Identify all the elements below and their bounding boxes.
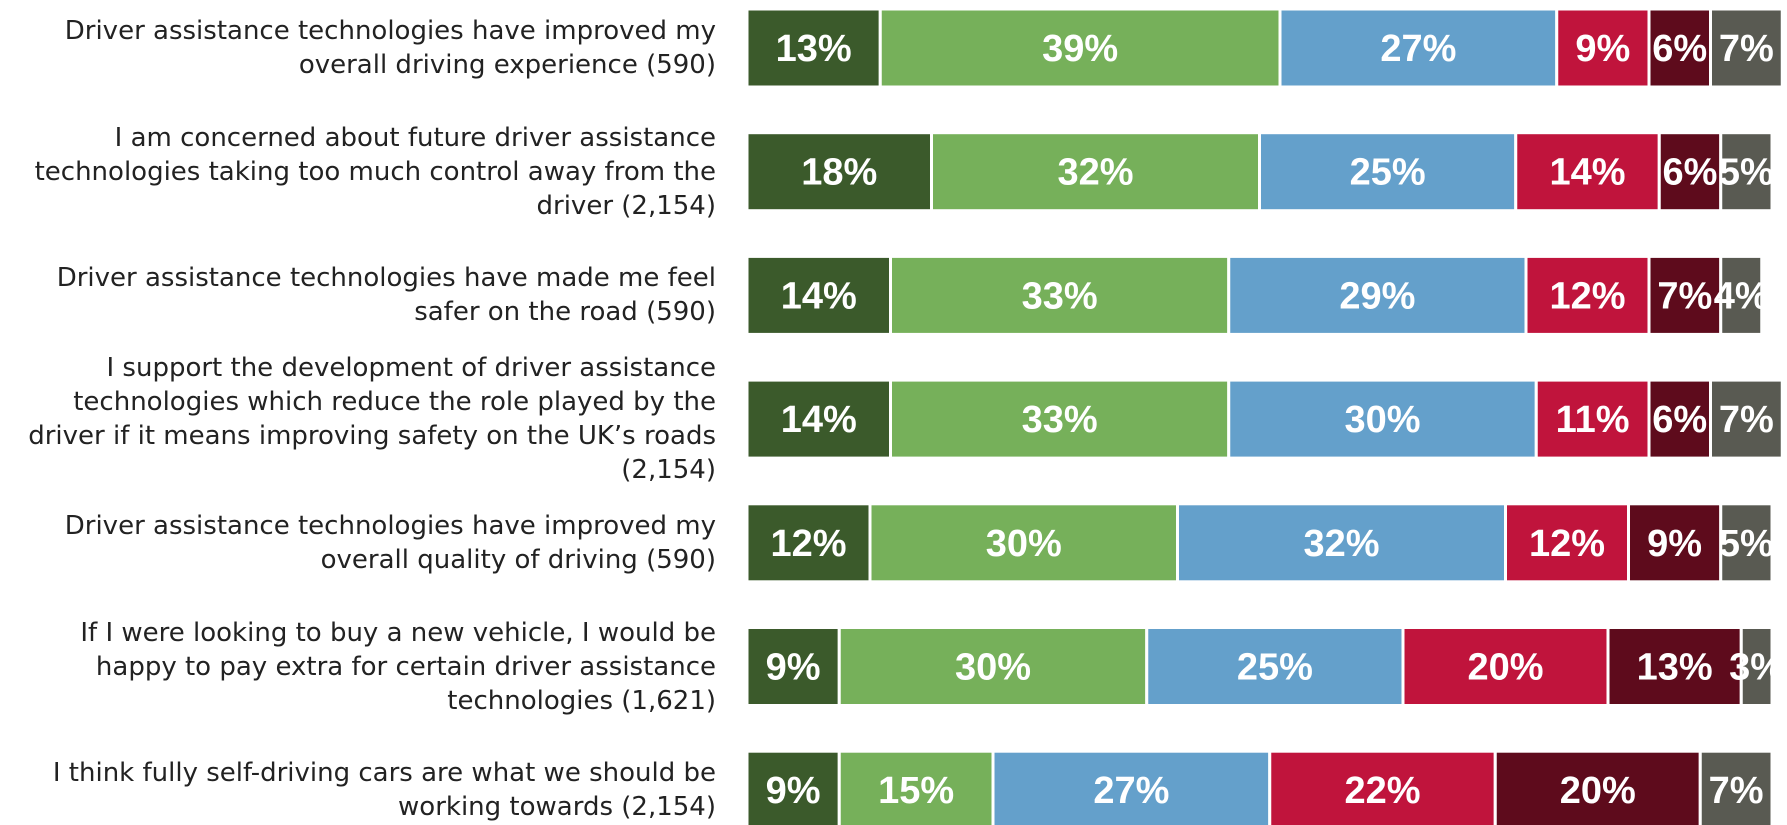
category-text: If I were looking to buy a new vehicle, … bbox=[80, 617, 716, 716]
bar-segment bbox=[1258, 131, 1518, 213]
bar-segment bbox=[930, 131, 1261, 213]
bar-segment bbox=[889, 254, 1231, 336]
data-label: 30% bbox=[955, 647, 1031, 689]
data-label: 13% bbox=[1637, 647, 1713, 689]
data-label: 9% bbox=[766, 770, 821, 812]
bar-segment bbox=[1709, 378, 1784, 460]
data-label: 12% bbox=[770, 523, 846, 565]
data-label: 29% bbox=[1339, 275, 1415, 317]
data-label: 14% bbox=[781, 275, 857, 317]
data-label: 18% bbox=[801, 152, 877, 194]
bar-segment bbox=[1176, 502, 1507, 584]
bar-segment bbox=[1145, 626, 1405, 707]
data-label: 11% bbox=[1556, 399, 1630, 441]
data-label: 12% bbox=[1529, 523, 1605, 565]
bar-segment bbox=[745, 378, 892, 460]
data-label: 5% bbox=[1719, 152, 1774, 194]
bar-segment bbox=[1698, 749, 1774, 825]
data-label: 14% bbox=[1549, 152, 1625, 194]
data-label: 9% bbox=[1575, 28, 1630, 70]
bar-segment bbox=[1514, 131, 1661, 213]
bar-segment bbox=[1647, 7, 1712, 89]
data-label: 33% bbox=[1022, 275, 1098, 317]
data-label: 30% bbox=[986, 523, 1062, 565]
data-label: 9% bbox=[766, 647, 821, 689]
bar-segment bbox=[1227, 254, 1528, 336]
data-label: 4% bbox=[1714, 275, 1769, 317]
bar-segment bbox=[1719, 502, 1774, 584]
bar-segment bbox=[1627, 502, 1723, 584]
data-label: 25% bbox=[1350, 152, 1426, 194]
bar-segment bbox=[1493, 749, 1702, 825]
category-label: I am concerned about future driver assis… bbox=[0, 102, 716, 242]
data-label: 25% bbox=[1237, 647, 1313, 689]
bar-segment bbox=[837, 749, 995, 825]
bar-segment bbox=[1606, 626, 1743, 707]
data-label: 20% bbox=[1560, 770, 1636, 812]
bar-segment bbox=[1709, 7, 1784, 89]
data-label: 15% bbox=[878, 770, 954, 812]
data-label: 6% bbox=[1663, 152, 1718, 194]
data-label: 20% bbox=[1467, 647, 1543, 689]
data-label: 22% bbox=[1344, 770, 1420, 812]
data-label: 7% bbox=[1657, 275, 1712, 317]
bar-segment bbox=[837, 626, 1149, 707]
category-label: I support the development of driver assi… bbox=[0, 349, 716, 489]
data-label: 14% bbox=[781, 399, 857, 441]
data-label: 7% bbox=[1719, 28, 1774, 70]
bar-segment bbox=[745, 749, 841, 825]
category-text: I think fully self-driving cars are what… bbox=[52, 758, 716, 823]
category-text: Driver assistance technologies have impr… bbox=[64, 510, 716, 575]
bar-segment bbox=[1227, 378, 1538, 460]
data-label: 32% bbox=[1303, 523, 1379, 565]
bar-segment bbox=[1504, 502, 1630, 584]
data-label: 27% bbox=[1380, 28, 1456, 70]
category-label: Driver assistance technologies have impr… bbox=[0, 0, 716, 118]
bar-segment bbox=[1739, 626, 1774, 707]
bar-segment bbox=[1647, 378, 1712, 460]
data-label: 9% bbox=[1647, 523, 1702, 565]
data-label: 39% bbox=[1042, 28, 1118, 70]
category-label: Driver assistance technologies have made… bbox=[0, 225, 716, 365]
bar-segment bbox=[1647, 254, 1723, 336]
bar-segment bbox=[745, 254, 892, 336]
bar-segment bbox=[745, 7, 882, 89]
data-label: 33% bbox=[1022, 399, 1098, 441]
category-text: I am concerned about future driver assis… bbox=[34, 122, 716, 221]
data-label: 6% bbox=[1652, 399, 1707, 441]
category-text: I support the development of driver assi… bbox=[28, 353, 716, 486]
data-label: 7% bbox=[1709, 770, 1764, 812]
category-label: I think fully self-driving cars are what… bbox=[0, 720, 716, 825]
data-label: 12% bbox=[1549, 275, 1625, 317]
data-label: 32% bbox=[1057, 152, 1133, 194]
bar-segment bbox=[1555, 7, 1651, 89]
bar-segment bbox=[1268, 749, 1497, 825]
category-label: Driver assistance technologies have impr… bbox=[0, 473, 716, 613]
bar-segment bbox=[745, 502, 872, 584]
data-label: 6% bbox=[1652, 28, 1707, 70]
bar-segment bbox=[1719, 131, 1774, 213]
bar-segment bbox=[889, 378, 1231, 460]
data-label: 13% bbox=[776, 28, 852, 70]
bar-segment bbox=[1719, 254, 1764, 336]
data-label: 7% bbox=[1719, 399, 1774, 441]
category-text: Driver assistance technologies have impr… bbox=[64, 16, 716, 80]
bar-segment bbox=[868, 502, 1179, 584]
bar-segment bbox=[1401, 626, 1610, 707]
category-label: If I were looking to buy a new vehicle, … bbox=[0, 597, 716, 737]
category-text: Driver assistance technologies have made… bbox=[56, 263, 716, 328]
data-label: 27% bbox=[1093, 770, 1169, 812]
bar-segment bbox=[878, 7, 1282, 89]
data-label: 30% bbox=[1344, 399, 1420, 441]
data-label: 5% bbox=[1719, 523, 1774, 565]
data-label: 3% bbox=[1729, 647, 1784, 689]
